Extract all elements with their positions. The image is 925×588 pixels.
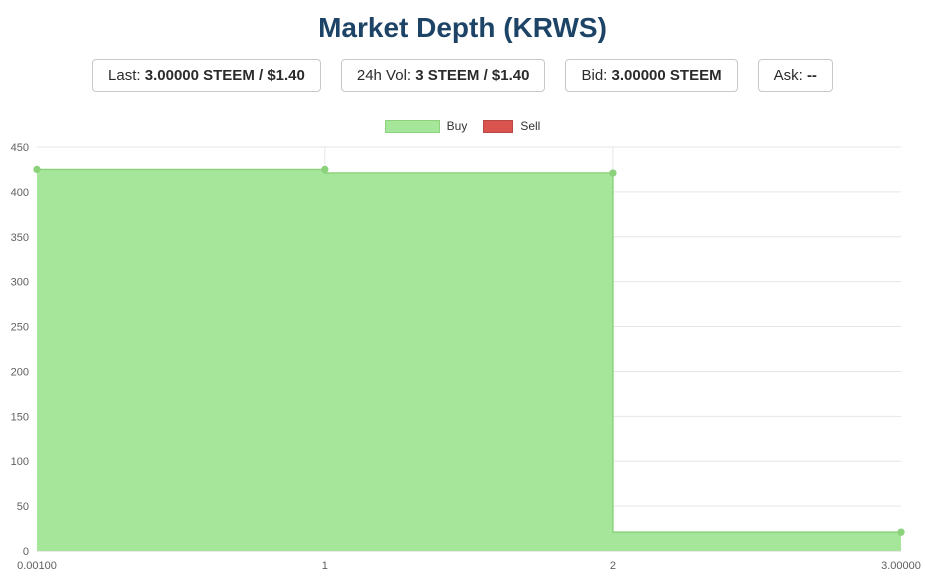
buy-swatch-icon — [384, 119, 440, 133]
legend-sell-label: Sell — [520, 119, 541, 133]
chart-area: 0 50 100 150 200 250 300 350 400 450 0.00100 1 2 3.00… — [0, 137, 925, 582]
stat-last-label: Last: — [108, 67, 141, 84]
svg-text:250: 250 — [11, 322, 29, 334]
stat-bid-label: Bid: — [581, 67, 608, 84]
market-depth-chart: 0 50 100 150 200 250 300 350 400 450 0.00100 1 2 3.00… — [11, 142, 921, 572]
legend-buy-label: Buy — [446, 119, 468, 133]
chart-legend: Buy Sell — [0, 119, 925, 133]
svg-text:400: 400 — [11, 187, 29, 199]
svg-text:100: 100 — [11, 456, 29, 468]
page-title: Market Depth (KRWS) — [318, 12, 607, 43]
stat-last: Last: 3.00000 STEEM / $1.40 — [92, 59, 321, 92]
legend-item-buy[interactable]: Buy — [384, 119, 468, 133]
stat-last-value: 3.00000 STEEM / $1.40 — [144, 67, 305, 84]
stat-24h-vol-value: 3 STEEM / $1.40 — [415, 67, 530, 84]
svg-text:150: 150 — [11, 411, 29, 423]
stat-ask-value: -- — [806, 67, 817, 84]
svg-text:350: 350 — [11, 232, 29, 244]
svg-text:300: 300 — [11, 277, 29, 289]
svg-text:3.00000: 3.00000 — [881, 560, 921, 572]
svg-text:50: 50 — [17, 501, 29, 513]
svg-text:450: 450 — [11, 142, 29, 154]
svg-text:0.00100: 0.00100 — [17, 560, 57, 572]
svg-text:2: 2 — [610, 560, 616, 572]
svg-text:1: 1 — [322, 560, 328, 572]
stat-24h-vol: 24h Vol: 3 STEEM / $1.40 — [340, 59, 546, 92]
stat-bid: Bid: 3.00000 STEEM — [565, 59, 738, 92]
svg-text:0: 0 — [23, 546, 29, 558]
stat-24h-vol-label: 24h Vol: — [356, 67, 412, 84]
stat-ask-label: Ask: — [773, 67, 803, 84]
sell-swatch-icon — [483, 119, 514, 133]
stat-bid-value: 3.00000 STEEM — [611, 67, 722, 84]
stat-ask: Ask: -- — [757, 59, 833, 92]
legend-item-sell[interactable]: Sell — [483, 119, 540, 133]
stats-row: Last: 3.00000 STEEM / $1.40 24h Vol: 3 S… — [0, 59, 925, 92]
svg-text:200: 200 — [11, 366, 29, 378]
